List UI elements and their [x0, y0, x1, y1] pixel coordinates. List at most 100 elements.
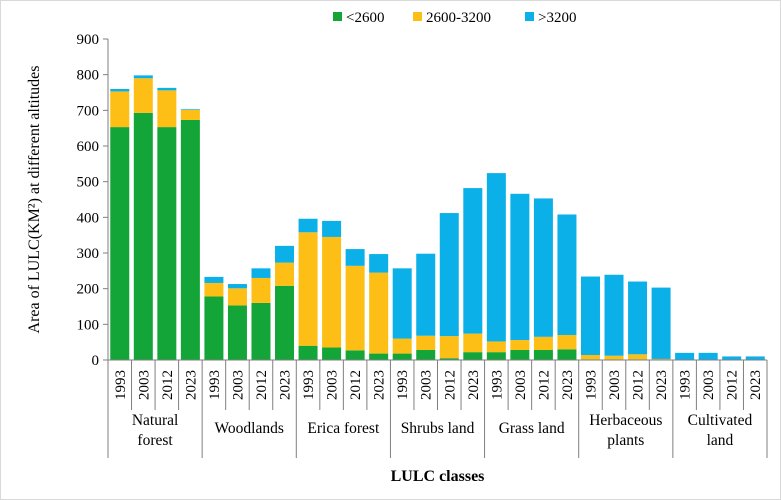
bar-segment [416, 253, 436, 336]
year-tick-label: 2023 [466, 370, 482, 400]
year-tick-label: 2023 [748, 370, 764, 400]
bar-segment [439, 213, 459, 337]
year-tick-label: 2003 [607, 370, 623, 400]
bar-segment [157, 127, 177, 360]
bar-segment [110, 127, 130, 360]
bar-segment [439, 336, 459, 359]
legend-label: <2600 [346, 10, 384, 26]
bar-segment [439, 358, 459, 360]
group-label: Natural [132, 412, 178, 429]
bar-segment [204, 296, 224, 360]
group-label: land [707, 432, 734, 449]
bar-segment [322, 347, 342, 360]
bar-segment [369, 254, 389, 273]
bar-segment [345, 350, 365, 360]
bar-segment [392, 268, 412, 339]
year-tick-label: 2003 [513, 370, 529, 400]
bar-segment [157, 90, 177, 128]
bar-segment [227, 305, 247, 360]
group-label: Woodlands [215, 420, 284, 437]
bar-segment [416, 335, 436, 351]
bar-segment [463, 188, 483, 334]
bar-segment [392, 338, 412, 354]
bar-segment [204, 282, 224, 297]
year-tick-label: 2012 [725, 370, 741, 400]
group-label: plants [607, 432, 644, 449]
bar-segment [251, 268, 271, 278]
bar-segment [745, 356, 765, 360]
bar-segment [651, 358, 671, 360]
bar-segment [628, 281, 648, 355]
bar-segment [722, 356, 742, 360]
bar-segment [369, 272, 389, 354]
bar-segment [227, 284, 247, 289]
year-tick-label: 2012 [254, 370, 270, 400]
bar-segment [698, 352, 718, 360]
year-tick-label: 1993 [207, 370, 223, 400]
legend-label: 2600-3200 [426, 10, 491, 26]
legend-swatch [525, 12, 534, 21]
year-tick-label: 2003 [230, 370, 246, 400]
year-tick-label: 2023 [372, 370, 388, 400]
bar-segment [557, 349, 577, 360]
year-tick-label: 2012 [348, 370, 364, 400]
bar-segment [298, 218, 318, 233]
bar-segment [533, 336, 553, 351]
group-label: Erica forest [307, 420, 380, 437]
bar-segment [251, 302, 271, 360]
y-tick-label: 0 [92, 353, 100, 369]
bar-segment [180, 119, 200, 360]
year-tick-label: 2003 [419, 370, 435, 400]
y-axis: 0 100 200 300 400 500 600 700 800 900 [77, 32, 109, 369]
year-tick-label: 2003 [325, 370, 341, 400]
bar-segment [322, 220, 342, 237]
legend-label: >3200 [538, 10, 576, 26]
year-tick-label: 2012 [631, 370, 647, 400]
group-label: Herbaceous [589, 412, 662, 429]
bar-segment [110, 88, 130, 92]
bar-segment [604, 274, 624, 356]
year-tick-label: 1993 [583, 370, 599, 400]
bar-segment [275, 262, 295, 286]
bar-segment [628, 354, 648, 360]
bar-segment [416, 350, 436, 360]
legend: <2600 2600-3200 >3200 [333, 10, 576, 26]
bar-segment [557, 335, 577, 350]
bar-segment [580, 355, 600, 360]
group-label: Shrubs land [401, 420, 475, 437]
bar-segment [110, 91, 130, 128]
bar-segment [486, 173, 506, 342]
year-tick-label: 2012 [442, 370, 458, 400]
legend-swatch [333, 12, 342, 21]
bar-segment [345, 265, 365, 351]
x-axis: 1993 2003 2012 2023 Natural forest 1993 2003 201… [107, 359, 768, 458]
bar-segment [557, 214, 577, 336]
bar-segment [369, 353, 389, 360]
year-tick-label: 1993 [678, 370, 694, 400]
bar-segment [486, 352, 506, 360]
year-tick-label: 2023 [183, 370, 199, 400]
year-tick-label: 2012 [536, 370, 552, 400]
bar-segment [651, 287, 671, 359]
bar-segment [345, 249, 365, 266]
year-tick-label: 2023 [560, 370, 576, 400]
x-axis-title: LULC classes [391, 468, 485, 485]
bar-segment [510, 193, 530, 341]
bar-segment [533, 198, 553, 337]
bar-segment [133, 78, 153, 113]
group-label: Cultivated [688, 412, 753, 429]
bar-segment [227, 288, 247, 306]
year-tick-label: 1993 [301, 370, 317, 400]
bar-segment [580, 276, 600, 356]
bar-segment [392, 353, 412, 360]
bar-segment [298, 345, 318, 360]
y-tick-label: 300 [77, 246, 100, 262]
bar-segment [298, 232, 318, 346]
bar-segment [204, 276, 224, 283]
year-tick-label: 2023 [654, 370, 670, 400]
bar-segment [604, 355, 624, 360]
bar-segment [133, 75, 153, 79]
bar-segment [157, 87, 177, 91]
bar-segment [251, 277, 271, 303]
